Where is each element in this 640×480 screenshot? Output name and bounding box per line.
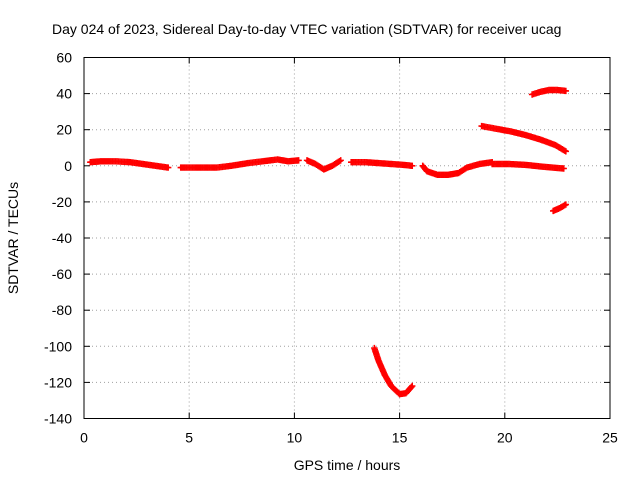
x-tick-label: 10 — [287, 430, 303, 446]
y-tick-label: -20 — [52, 194, 72, 210]
y-tick-label: -40 — [52, 230, 72, 246]
y-tick-label: -100 — [44, 338, 72, 354]
point-segment — [177, 156, 302, 171]
data-point — [562, 87, 570, 95]
y-tick-label: 60 — [56, 50, 72, 66]
y-tick-label: -80 — [52, 302, 72, 318]
point-segment — [87, 158, 172, 171]
chart-title: Day 024 of 2023, Sidereal Day-to-day VTE… — [52, 21, 561, 37]
x-tick-label: 15 — [392, 430, 408, 446]
point-segment — [303, 157, 344, 173]
point-segment — [419, 158, 496, 179]
x-axis-tick-labels: 0 5 10 15 20 25 — [80, 430, 618, 446]
data-point — [295, 157, 302, 164]
y-tick-label: -140 — [44, 411, 72, 427]
x-axis-label: GPS time / hours — [294, 457, 401, 473]
point-segment — [371, 344, 416, 398]
plot-frame — [83, 57, 611, 419]
y-tick-label: -120 — [44, 374, 72, 390]
y-tick-label: 40 — [56, 86, 72, 102]
y-tick-label: -60 — [52, 266, 72, 282]
x-tick-label: 25 — [602, 430, 618, 446]
x-tick-label: 5 — [185, 430, 193, 446]
point-segment — [478, 122, 570, 155]
point-segment — [488, 160, 567, 172]
data-point — [562, 148, 570, 155]
point-segment — [549, 201, 570, 215]
y-tick-label: 20 — [56, 122, 72, 138]
data-point — [560, 165, 567, 172]
data-point — [337, 157, 344, 164]
point-segment — [528, 86, 570, 98]
grid-lines — [84, 57, 610, 419]
data-point — [408, 383, 415, 391]
y-axis-tick-labels: -140 -120 -100 -80 -60 -40 -20 0 20 40 60 — [44, 50, 72, 427]
y-axis-label: SDTVAR / TECUs — [5, 182, 21, 294]
data-point — [164, 164, 172, 171]
data-point — [409, 382, 416, 390]
data-points — [87, 86, 570, 398]
y-tick-label: 0 — [64, 158, 72, 174]
x-tick-label: 20 — [497, 430, 513, 446]
data-point — [409, 162, 416, 169]
data-point — [562, 201, 570, 208]
point-segment — [348, 158, 416, 169]
x-tick-label: 0 — [80, 430, 88, 446]
